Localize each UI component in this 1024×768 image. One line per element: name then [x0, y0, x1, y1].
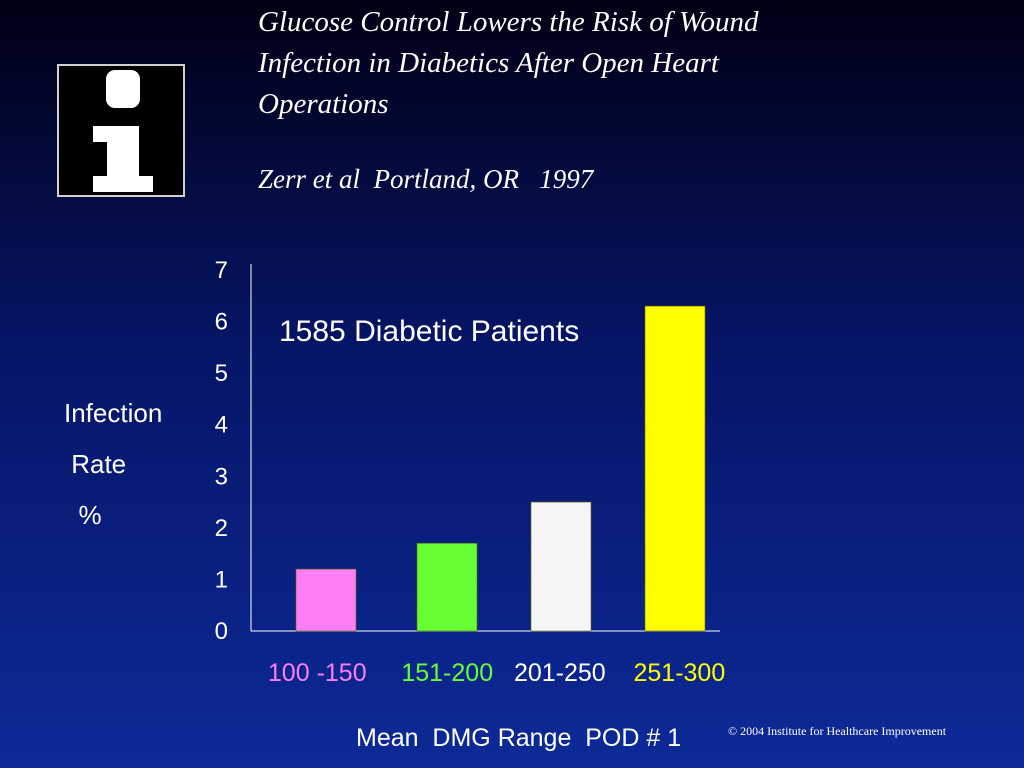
info-logo: [57, 64, 185, 197]
information-i-icon: [93, 70, 153, 192]
y-tick-label: 0: [215, 618, 228, 645]
x-axis-label: Mean DMG Range POD # 1: [356, 724, 682, 752]
y-tick-label: 7: [215, 257, 228, 284]
chart-annotation: 1585 Diabetic Patients: [279, 315, 580, 348]
slide-title: Glucose Control Lowers the Risk of Wound…: [258, 2, 898, 125]
bar-100-150: [295, 568, 357, 632]
x-tick-label-gap: [367, 659, 402, 687]
bar-251-300: [644, 305, 706, 632]
title-line: Operations: [258, 88, 389, 120]
x-tick-label-151-200: 151-200: [401, 659, 494, 687]
x-tick-label-gap: [254, 659, 268, 687]
x-axis-tick-labels: 100 -150 151-200 201-250 251-300: [254, 656, 754, 690]
y-axis-label: Infection Rate %: [64, 388, 204, 541]
x-tick-label-gap: [493, 659, 514, 687]
x-tick-label-201-250: 201-250: [513, 659, 606, 687]
y-tick-label: 2: [215, 515, 228, 542]
title-line: Glucose Control Lowers the Risk of Wound: [258, 6, 759, 38]
x-tick-label-gap: [606, 659, 634, 687]
x-tick-label-100-150: 100 -150: [267, 659, 367, 687]
y-tick-label: 6: [215, 309, 228, 336]
y-axis-label-line: %: [64, 500, 102, 530]
citation-subtitle: Zerr et al Portland, OR 1997: [258, 164, 594, 194]
bar-201-250: [530, 501, 592, 632]
copyright-notice: © 2004 Institute for Healthcare Improvem…: [728, 724, 947, 738]
bar-151-200: [416, 543, 478, 632]
title-line: Infection in Diabetics After Open Heart: [258, 47, 719, 79]
y-axis-label-line: Rate: [64, 449, 127, 479]
y-tick-label: 3: [215, 463, 228, 490]
x-tick-label-251-300: 251-300: [633, 659, 726, 687]
y-tick-label: 1: [215, 566, 228, 593]
y-tick-label: 5: [215, 360, 228, 387]
y-tick-label: 4: [215, 412, 228, 439]
y-axis-label-line: Infection: [64, 398, 163, 428]
